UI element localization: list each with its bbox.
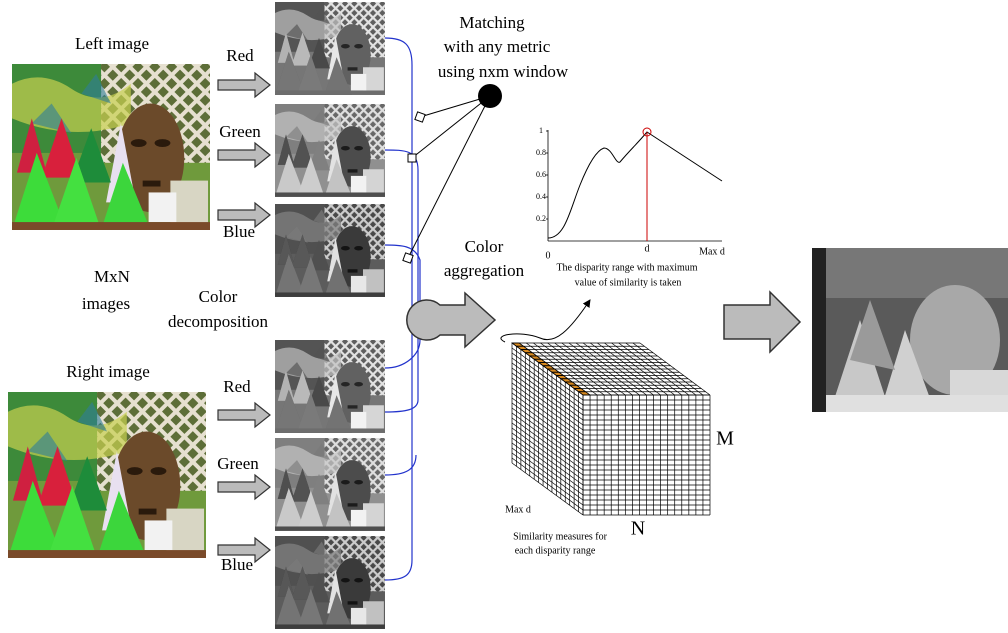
- channel-label: Blue: [223, 222, 255, 241]
- y-tick-label: 0.2: [536, 214, 546, 223]
- right-image: [8, 392, 206, 558]
- channel-images: [275, 2, 385, 629]
- channel-label: Blue: [221, 555, 253, 574]
- channel-label: Green: [217, 454, 259, 473]
- diagram: 1 0.8 0.6 0.4 0.2 Left image Right image Red…: [0, 0, 1008, 633]
- y-tick-label: 0.4: [536, 192, 546, 201]
- matching-label: with any metric: [444, 37, 551, 56]
- similarity-plot: 1 0.8 0.6 0.4 0.2: [536, 126, 722, 241]
- y-tick-label: 0.8: [536, 148, 546, 157]
- mxn-label: images: [82, 294, 130, 313]
- similarity-cube: [512, 343, 710, 515]
- x-label: 0: [546, 250, 551, 261]
- cube-caption: each disparity range: [515, 545, 596, 556]
- plot-caption: value of similarity is taken: [575, 277, 682, 288]
- decomposition-label: decomposition: [168, 312, 269, 331]
- right-image-label: Right image: [66, 362, 150, 381]
- cube-label: Max d: [505, 504, 531, 515]
- mxn-label: MxN: [94, 267, 130, 286]
- cube-caption: Similarity measures for: [513, 531, 608, 542]
- aggregation-label: aggregation: [444, 261, 525, 280]
- plot-caption: The disparity range with maximum: [556, 262, 697, 273]
- left-image: [12, 64, 210, 230]
- aggregation-label: Color: [465, 237, 504, 256]
- cube-label: M: [716, 428, 734, 450]
- channel-label: Red: [226, 46, 254, 65]
- matching-label: using nxm window: [438, 62, 569, 81]
- cube-label: N: [631, 518, 645, 540]
- decomposition-label: Color: [199, 287, 238, 306]
- matching-label: Matching: [459, 13, 525, 32]
- y-tick-label: 0.6: [536, 170, 546, 179]
- caption-arrow: [501, 300, 590, 342]
- disparity-map: [812, 248, 1008, 412]
- x-label: Max d: [699, 246, 725, 257]
- aggregation-arrow: [407, 293, 495, 347]
- result-arrow: [724, 292, 800, 352]
- channel-label: Red: [223, 377, 251, 396]
- left-image-label: Left image: [75, 34, 149, 53]
- x-label: d: [645, 243, 650, 254]
- similarity-curve: [548, 132, 722, 238]
- y-tick-label: 1: [539, 126, 543, 135]
- channel-label: Green: [219, 122, 261, 141]
